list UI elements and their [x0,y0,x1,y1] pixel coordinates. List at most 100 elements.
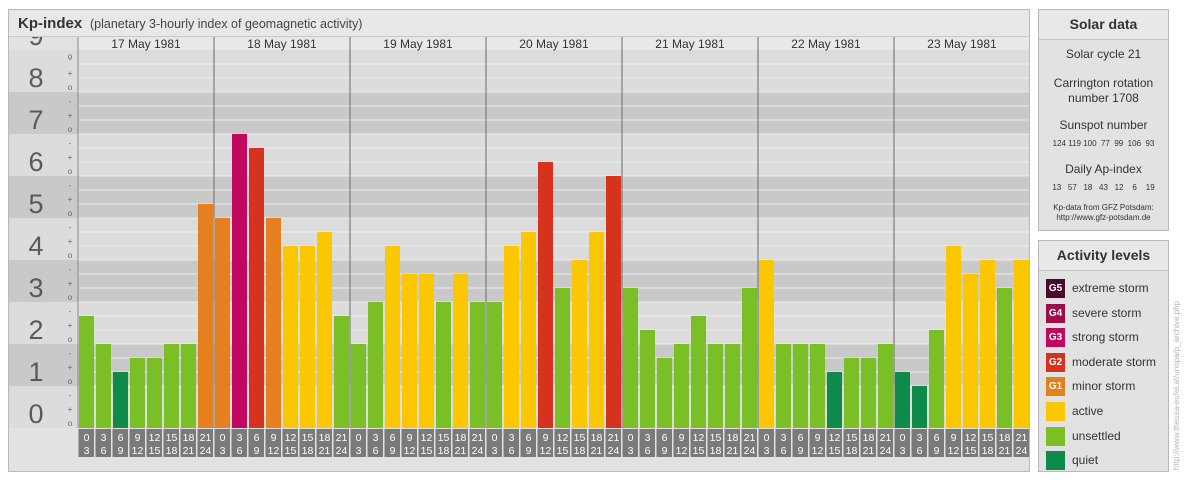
interval-cell [146,429,162,457]
chart-title: Kp-index [18,15,83,32]
interval-cell [894,429,910,457]
interval-cell [877,429,893,457]
interval-start-label: 15 [166,432,178,444]
watermark: http://www.theusa-eufei.at/unopa/p_archi… [1172,301,1181,470]
minor-tick-label: o [68,251,73,260]
interval-end-label: 3 [492,445,498,457]
interval-end-label: 3 [220,445,226,457]
kp-bar [606,176,621,428]
ap-heading: Daily Ap-index [1065,162,1142,176]
kp-bar [827,372,842,428]
day-label: 21 May 1981 [655,37,725,51]
kp-bar [878,344,893,428]
y-tick-label: 3 [28,273,43,303]
y-tick-label: 2 [28,315,43,345]
minor-tick-label: + [68,363,73,372]
interval-cell [860,429,876,457]
interval-start-label: 0 [492,432,498,444]
solar-cycle: Solar cycle 21 [1065,47,1142,61]
interval-cell [112,429,128,457]
interval-cell [333,429,349,457]
minor-tick-label: o [68,52,73,61]
source-link[interactable]: http://www.gfz-potsdam.de [1056,213,1151,222]
interval-end-label: 24 [200,445,212,457]
kp-bar [147,357,162,428]
interval-start-label: 9 [271,432,277,444]
kp-bar [351,344,366,428]
minor-tick-label: o [68,125,73,134]
interval-cell [129,429,145,457]
interval-cell [78,429,94,457]
interval-start-label: 18 [863,432,875,444]
minor-tick-label: o [68,335,73,344]
level-row: quiet [1046,451,1166,471]
kp-bar [79,315,94,428]
interval-start-label: 12 [557,432,569,444]
interval-start-label: 12 [965,432,977,444]
interval-cell [962,429,978,457]
interval-start-label: 18 [591,432,603,444]
interval-end-label: 9 [118,445,124,457]
interval-start-label: 15 [438,432,450,444]
minor-tick-label: + [68,111,73,120]
activity-levels-panel: Activity levels G5 extreme storm G4 severe … [1038,240,1169,472]
interval-cell [605,429,621,457]
interval-cell [741,429,757,457]
interval-cell [554,429,570,457]
interval-end-label: 24 [1016,445,1028,457]
interval-cell [163,429,179,457]
level-label: moderate storm [1072,354,1157,369]
interval-cell [214,429,230,457]
kp-bar [555,288,570,428]
minor-tick-label: - [69,181,72,190]
interval-cell [180,429,196,457]
chart-subtitle: (planetary 3-hourly index of geomagnetic… [90,17,363,31]
interval-cell [367,429,383,457]
interval-cell [843,429,859,457]
y-tick-label: 4 [28,231,43,261]
level-row: G1 minor storm [1046,377,1166,397]
day-label: 22 May 1981 [791,37,861,51]
kp-bar [674,344,689,428]
interval-end-label: 9 [934,445,940,457]
minor-tick-label: + [68,321,73,330]
interval-cell [792,429,808,457]
interval-start-label: 0 [900,432,906,444]
kp-bar [300,246,315,428]
interval-end-label: 18 [710,445,722,457]
interval-start-label: 12 [285,432,297,444]
interval-start-label: 0 [356,432,362,444]
interval-cell [826,429,842,457]
kp-bar [810,344,825,428]
interval-cell [758,429,774,457]
interval-cell [282,429,298,457]
interval-end-label: 12 [268,445,280,457]
kp-bar [436,302,451,428]
interval-cell [469,429,485,457]
sunspot-values: 124 119 100 77 99 106 93 [1052,139,1155,148]
interval-end-label: 12 [132,445,144,457]
level-row: G4 severe storm [1046,303,1166,324]
interval-cell [996,429,1012,457]
level-swatch [1046,352,1065,372]
y-tick-label: 9 [28,37,43,51]
kp-bar [861,357,876,428]
minor-tick-label: - [69,349,72,358]
interval-end-label: 18 [846,445,858,457]
level-row: G2 moderate storm [1046,352,1166,373]
level-swatch [1046,377,1065,397]
interval-end-label: 12 [812,445,824,457]
interval-cell [503,429,519,457]
solar-data-heading: Solar data [1039,10,1168,40]
interval-cell [350,429,366,457]
interval-end-label: 21 [727,445,739,457]
day-label: 20 May 1981 [519,37,589,51]
interval-start-label: 21 [608,432,620,444]
day-label: 23 May 1981 [927,37,997,51]
y-tick-label: 1 [28,357,43,387]
interval-start-label: 3 [509,432,515,444]
kp-bar [895,372,910,428]
level-code: G5 [1048,283,1063,294]
interval-end-label: 18 [302,445,314,457]
level-code: G4 [1048,307,1063,319]
